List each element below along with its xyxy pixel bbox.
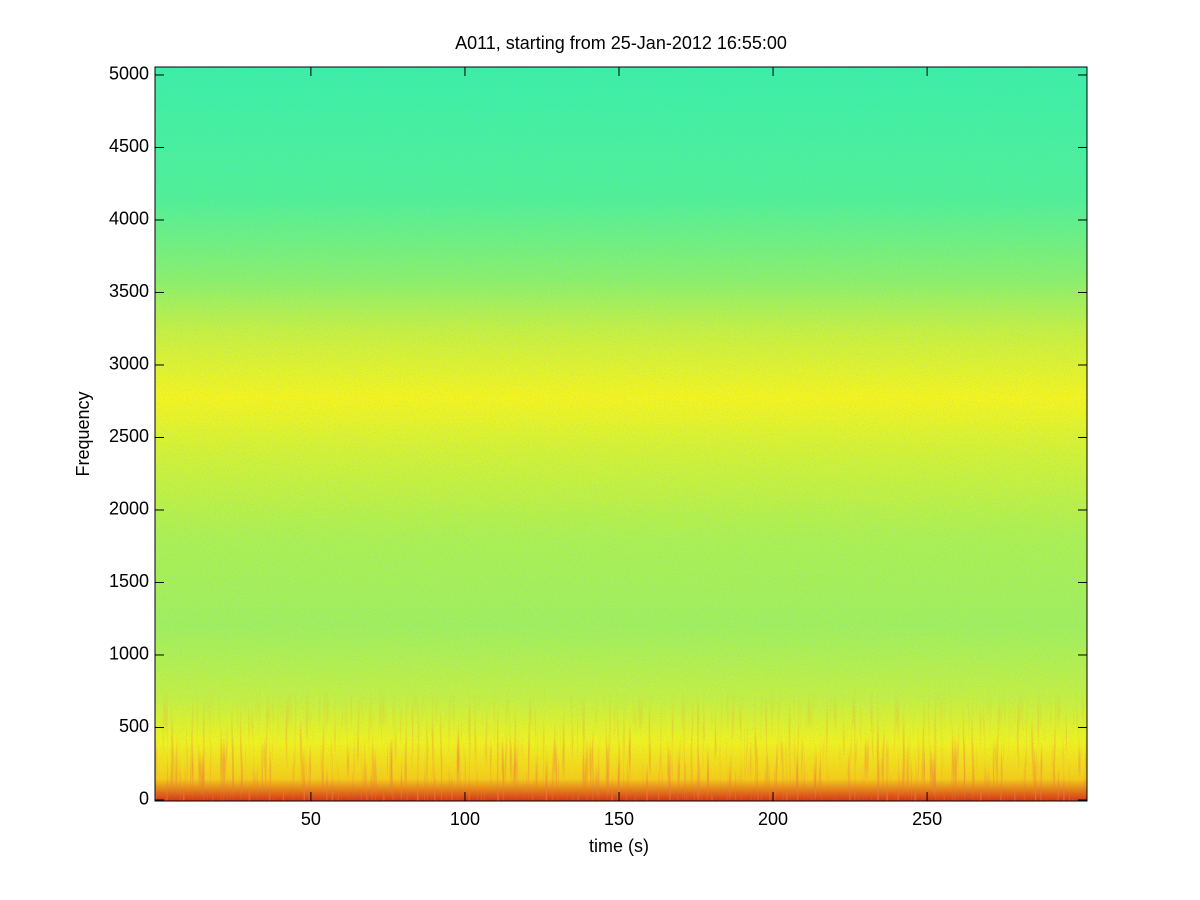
y-tick-label: 4500 [109,136,149,156]
y-tick-label: 3500 [109,281,149,301]
y-tick-label: 1000 [109,644,149,664]
x-tick-label: 150 [604,809,634,829]
chart-title: A011, starting from 25-Jan-2012 16:55:00 [455,33,787,53]
y-tick-label: 2000 [109,499,149,519]
spectrogram-noise [155,67,1087,801]
x-tick-label: 50 [301,809,321,829]
x-tick-label: 250 [912,809,942,829]
y-tick-label: 5000 [109,64,149,84]
y-axis-label: Frequency [73,391,93,476]
plot-frame [154,66,1088,802]
x-tick-label: 100 [450,809,480,829]
y-tick-label: 2500 [109,426,149,446]
y-tick-label: 4000 [109,209,149,229]
x-tick-label: 200 [758,809,788,829]
y-tick-label: 0 [139,789,149,809]
y-tick-label: 3000 [109,354,149,374]
spectrogram-image [155,67,1087,801]
y-tick-label: 1500 [109,571,149,591]
spectrogram-streaks [155,690,1087,801]
y-tick-label: 500 [119,716,149,736]
x-axis-label: time (s) [589,836,649,856]
